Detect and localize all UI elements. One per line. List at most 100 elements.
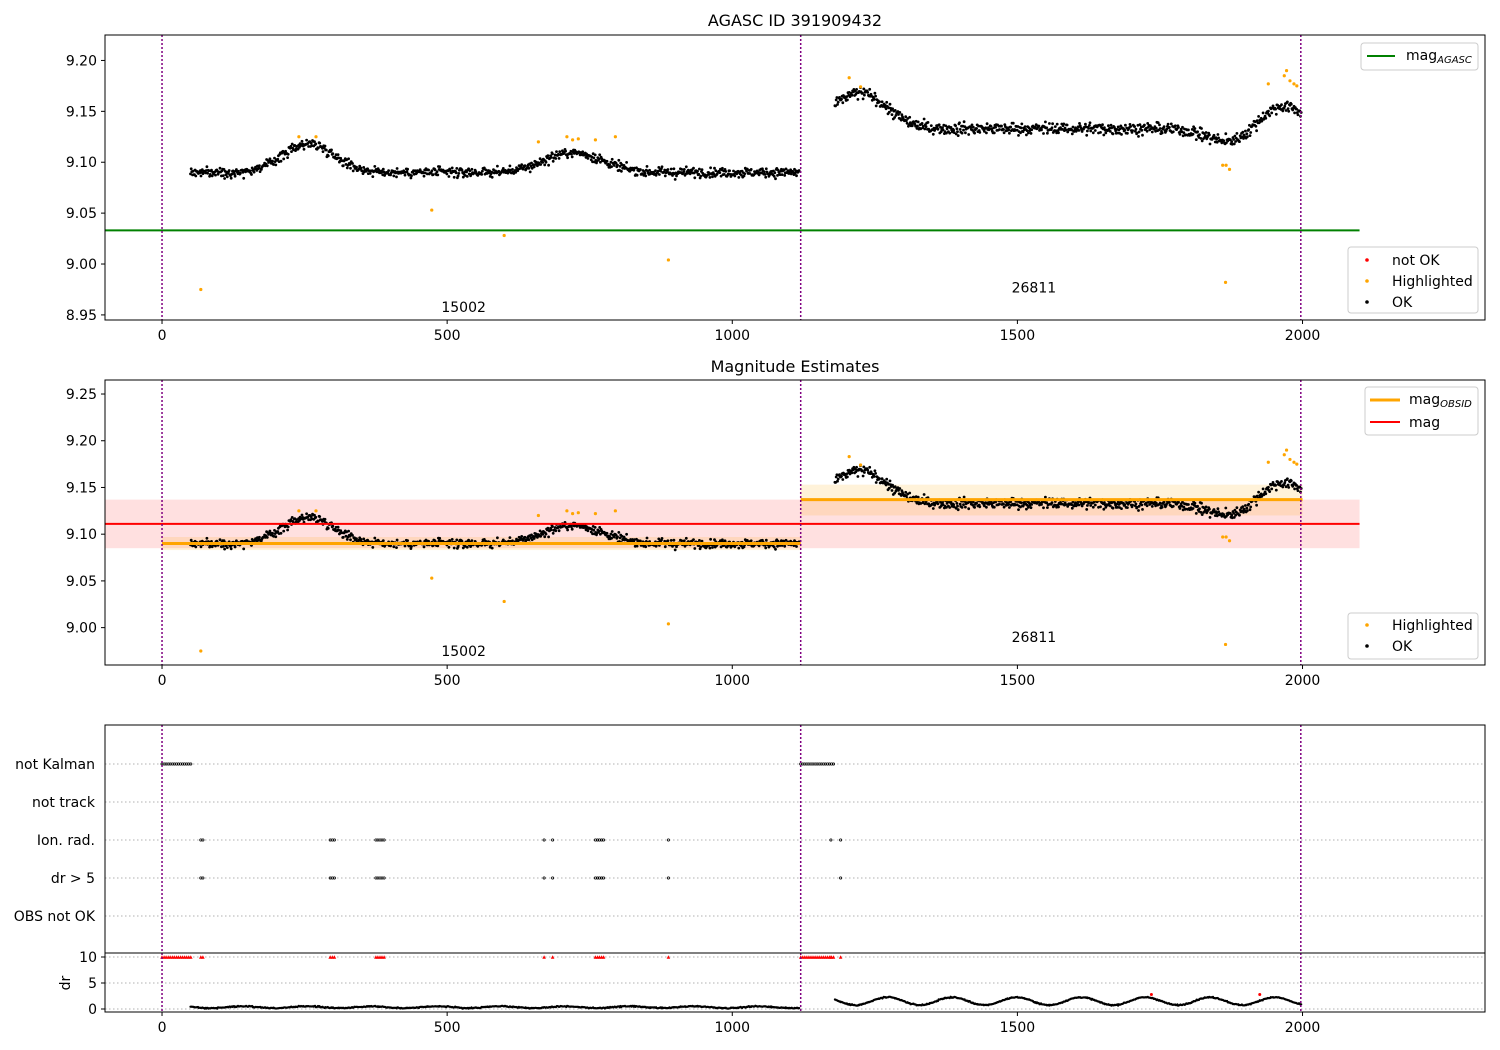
highlighted-point <box>1282 74 1286 78</box>
ok-point <box>868 465 872 469</box>
ok-point <box>1181 500 1184 504</box>
ok-point <box>962 128 965 132</box>
ok-point <box>890 113 894 116</box>
ok-point <box>1025 507 1028 511</box>
ok-point <box>1050 501 1054 504</box>
ok-point <box>1104 131 1108 135</box>
ok-point <box>223 177 227 180</box>
ok-point <box>481 169 484 173</box>
ok-point <box>1217 510 1220 514</box>
ok-point <box>971 125 975 129</box>
ok-point <box>1123 503 1127 507</box>
ok-point <box>1145 504 1149 508</box>
ok-point <box>286 152 290 156</box>
flag-row-label: not Kalman <box>15 757 95 773</box>
ok-point <box>1002 128 1005 131</box>
ok-point <box>1150 130 1154 134</box>
ok-point <box>673 548 677 552</box>
ok-point <box>1137 504 1141 508</box>
ok-point <box>538 157 542 161</box>
ok-point <box>599 532 602 536</box>
ok-point <box>1088 124 1091 127</box>
ok-point <box>1044 120 1047 124</box>
ok-point <box>1040 128 1043 132</box>
ok-point <box>846 475 849 479</box>
ok-point <box>403 544 407 548</box>
ok-point <box>1093 503 1097 507</box>
ok-point <box>1137 130 1141 134</box>
ok-point <box>711 546 714 549</box>
ok-point <box>511 168 514 171</box>
ok-point <box>1111 506 1115 510</box>
ok-point <box>612 164 616 167</box>
ok-point <box>764 167 768 171</box>
ok-point <box>214 544 217 548</box>
ok-point <box>1108 501 1112 505</box>
ok-point <box>1066 505 1070 508</box>
ok-point <box>774 177 777 181</box>
ok-point <box>1000 124 1003 128</box>
ok-point <box>956 134 960 138</box>
ok-point <box>887 486 891 490</box>
ok-point <box>273 156 276 160</box>
ok-point <box>349 538 352 542</box>
ok-point <box>1116 125 1120 129</box>
ok-point <box>1208 516 1212 519</box>
ok-point <box>532 537 536 540</box>
ok-point <box>1257 490 1260 494</box>
ok-point <box>422 174 426 178</box>
ok-point <box>1099 131 1102 134</box>
ok-point <box>221 174 225 178</box>
ok-point <box>554 157 558 160</box>
ok-point <box>1110 126 1114 130</box>
ok-point <box>1261 111 1265 115</box>
ok-point <box>309 515 313 519</box>
flag-row-label: not track <box>32 795 96 811</box>
ok-point <box>863 93 866 97</box>
ok-point <box>1143 123 1146 127</box>
ok-point <box>956 508 960 512</box>
ok-point <box>233 545 237 549</box>
ok-point <box>1131 129 1134 133</box>
ok-point <box>448 169 452 172</box>
ok-point <box>313 513 316 517</box>
ok-point <box>971 500 975 504</box>
ok-point <box>994 125 997 129</box>
ok-point <box>635 544 639 548</box>
ok-point <box>969 500 973 504</box>
ok-point <box>890 489 894 492</box>
ok-point <box>1088 121 1092 125</box>
ok-point <box>250 538 254 541</box>
chart-title: AGASC ID 391909432 <box>708 11 882 30</box>
ok-point <box>878 100 881 104</box>
flag-marker <box>602 876 606 880</box>
ok-point <box>1011 121 1015 125</box>
ok-point <box>551 159 555 163</box>
ok-point <box>922 117 926 121</box>
ok-point <box>1077 503 1081 507</box>
ok-point <box>496 164 499 168</box>
ok-point <box>1158 127 1162 130</box>
y-tick-label: 9.15 <box>66 104 97 120</box>
ok-point <box>1284 109 1288 112</box>
ok-point <box>1002 505 1006 509</box>
ok-point <box>362 166 366 169</box>
ok-point <box>599 160 602 164</box>
ok-point <box>850 93 854 97</box>
ok-point <box>1268 490 1272 493</box>
ok-point <box>279 159 283 163</box>
flag-marker <box>829 838 833 842</box>
ok-point <box>205 165 209 169</box>
ok-point <box>1085 508 1089 511</box>
x-tick-label: 2000 <box>1285 673 1321 689</box>
ok-point <box>960 131 964 135</box>
ok-point <box>988 127 992 131</box>
ok-point <box>692 538 695 541</box>
ok-point <box>1050 126 1054 130</box>
ok-point <box>1281 485 1285 489</box>
ok-point <box>989 125 993 128</box>
y-tick-label: 9.15 <box>66 480 97 496</box>
x-tick-label: 0 <box>158 328 167 344</box>
ok-point <box>1140 503 1144 507</box>
ok-point <box>527 538 531 542</box>
